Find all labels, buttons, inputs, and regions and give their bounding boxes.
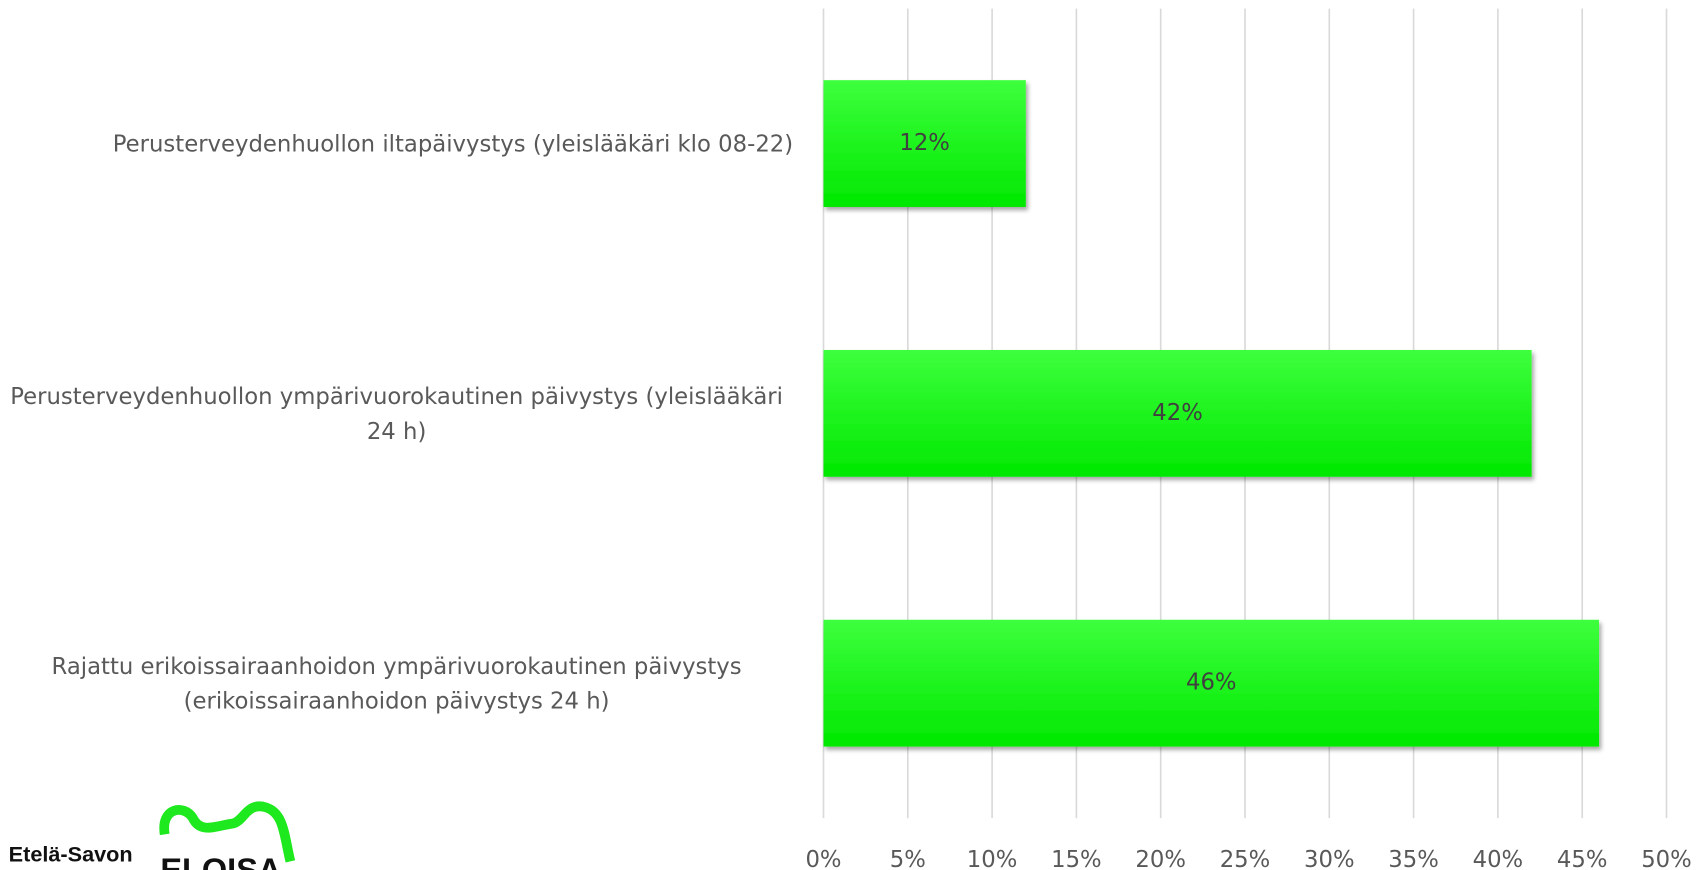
category-label-box: Perusterveydenhuollon iltapäivystys (yle… (0, 126, 793, 161)
x-tick-label: 10% (967, 847, 1018, 870)
x-tick-label: 25% (1220, 847, 1271, 870)
value-label: 42% (1152, 400, 1203, 426)
x-tick-label: 35% (1388, 847, 1439, 870)
logo-brand: ELOISA (160, 852, 281, 870)
value-label: 46% (1186, 670, 1237, 696)
value-label: 12% (899, 130, 950, 156)
x-tick-label: 20% (1135, 847, 1186, 870)
category-label-box: Perusterveydenhuollon ympärivuorokautine… (0, 379, 793, 448)
logo-shape (159, 801, 296, 863)
category-label: Perusterveydenhuollon ympärivuorokautine… (10, 383, 783, 444)
x-tick-label: 0% (805, 847, 841, 870)
x-tick-label: 15% (1051, 847, 1102, 870)
logo-text: Etelä-Savon (9, 842, 133, 867)
category-label: Perusterveydenhuollon iltapäivystys (yle… (112, 130, 794, 157)
x-tick-label: 50% (1641, 847, 1692, 870)
bar (823, 80, 1026, 207)
bar (823, 349, 1532, 477)
category-label: Rajattu erikoissairaanhoidon ympärivuoro… (51, 652, 742, 714)
x-tick-label: 40% (1473, 847, 1524, 870)
bar (823, 619, 1600, 747)
x-tick-label: 5% (890, 847, 926, 870)
x-tick-label: 45% (1557, 847, 1608, 870)
category-label-box: Rajattu erikoissairaanhoidon ympärivuoro… (0, 649, 793, 718)
x-tick-label: 30% (1304, 847, 1355, 870)
